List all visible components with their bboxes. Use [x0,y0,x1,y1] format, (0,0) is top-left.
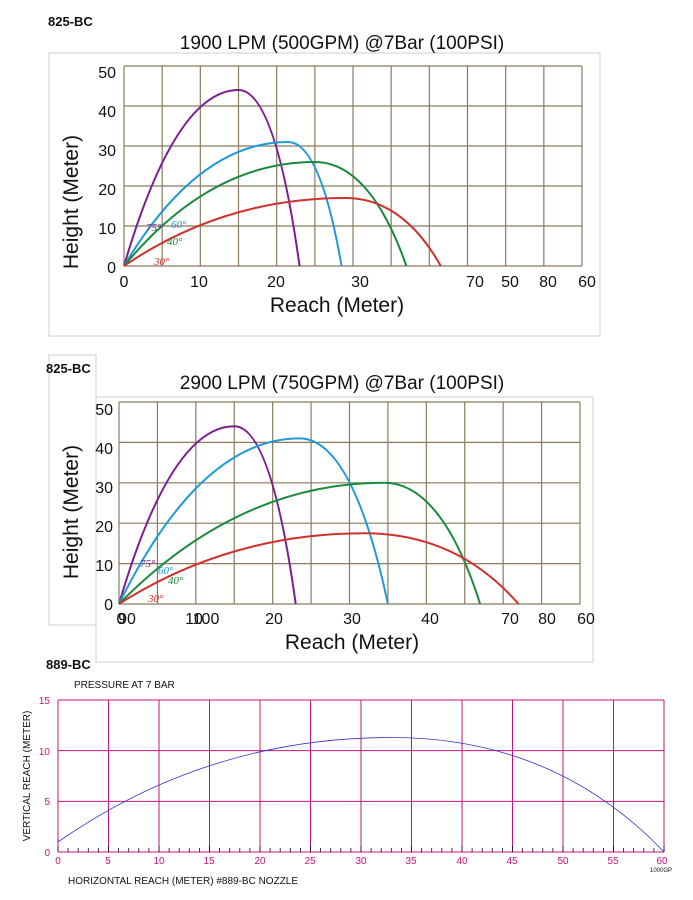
x-tick-label: 10 [153,856,165,867]
x-tick-label: 55 [607,856,619,867]
angle-label-60: 60° [158,565,174,577]
chart-1-title: 1900 LPM (500GPM) @7Bar (100PSI) [180,33,504,54]
chart-2-grid [118,401,581,605]
x-tick-label: 30 [351,274,369,291]
chart-2-series [118,425,520,605]
x-tick-label: 0 [55,856,61,867]
chart-3: 889-BC PRESSURE AT 7 BAR 0 5 10 15 0 5 1… [22,657,672,887]
chart-2-model-label: 825-BC [46,361,91,376]
y-tick-label: 5 [44,797,50,808]
chart-3-model-label: 889-BC [46,657,91,672]
series-line-75deg [123,88,301,267]
y-tick-label: 30 [95,480,113,497]
x-tick-label: 30 [355,856,367,867]
angle-label-40: 40° [167,236,183,248]
x-tick-label: 50 [501,274,519,291]
chart-1-x-axis-label: Reach (Meter) [270,294,404,317]
y-tick-label: 20 [95,519,113,536]
series-line-40deg [118,481,482,605]
x-tick-label: 70 [466,274,484,291]
x-tick-label: 0 [117,611,126,628]
chart-3-minor-ticks [57,846,665,852]
chart-2-y-ticks: 0 10 20 30 40 50 [95,402,113,614]
y-tick-label: 50 [95,402,113,419]
x-tick-label: 60 [577,611,595,628]
chart-1-angle-labels: 75° 60° 40° 30° [146,219,187,268]
x-tick-label: 25 [304,856,316,867]
series-line-30deg [118,532,520,605]
angle-label-75: 75° [140,558,156,570]
chart-2-title: 2900 LPM (750GPM) @7Bar (100PSI) [180,373,504,394]
chart-3-title: PRESSURE AT 7 BAR [74,680,175,691]
chart-2-angle-labels: 75° 60° 40° 30° [140,558,184,605]
x-tick-label: 0 [120,274,129,291]
chart-2-x-axis-label: Reach (Meter) [285,631,419,654]
chart-2-frame [95,396,594,663]
x-tick-label: 30 [343,611,361,628]
chart-2-y-axis-label: Height (Meter) [60,445,83,579]
chart-2: 825-BC 2900 LPM (750GPM) @7Bar (100PSI) … [46,354,595,663]
x-tick-label: 60 [578,274,596,291]
x-tick-label: 80 [539,274,557,291]
x-tick-label: 40 [421,611,439,628]
series-line-40deg [123,160,408,267]
angle-label-40: 40° [168,575,184,587]
x-tick-label: 80 [538,611,556,628]
chart-1-frame [48,52,601,337]
series-line-trajectory [57,737,665,853]
x-tick-label: 100 [193,611,220,628]
series-line-60deg [118,437,389,605]
chart-3-x-axis-label: HORIZONTAL REACH (METER) #889-BC NOZZLE [68,876,298,887]
y-tick-label: 10 [98,221,116,238]
x-tick-label: 20 [267,274,285,291]
series-line-75deg [118,425,297,605]
x-tick-label: 60 [656,856,668,867]
x-tick-label: 35 [405,856,417,867]
y-tick-label: 50 [98,65,116,82]
series-line-60deg [123,140,343,267]
x-tick-label: 20 [254,856,266,867]
x-tick-label: 40 [456,856,468,867]
chart-1-model-label: 825-BC [48,14,93,29]
x-tick-label: 10 [190,274,208,291]
chart-3-series [57,737,665,853]
y-tick-label: 0 [107,260,116,277]
chart-1-y-ticks: 0 10 20 30 40 50 [98,65,116,277]
y-tick-label: 15 [39,696,51,707]
x-tick-label: 5 [105,856,111,867]
x-tick-label: 70 [501,611,519,628]
x-tick-label: 50 [557,856,569,867]
x-tick-label: 15 [203,856,215,867]
chart-1-series [123,88,442,267]
chart-2-x-ticks: 0 90 10 100 20 30 40 70 80 60 [117,611,595,628]
x-tick-label: 10 [185,611,203,628]
chart-3-y-axis-label: VERTICAL REACH (METER) [22,711,33,842]
angle-label-30: 30° [153,256,170,268]
chart-1-grid [123,65,583,267]
chart-1: 825-BC 1900 LPM (500GPM) @7Bar (100PSI) … [48,14,601,337]
x-tick-label: 20 [265,611,283,628]
x-tick-label: 45 [506,856,518,867]
chart-1-x-ticks: 0 10 20 30 70 50 80 60 [120,274,596,291]
chart-3-grid [57,699,665,853]
y-tick-label: 0 [104,597,113,614]
y-tick-label: 40 [95,441,113,458]
y-tick-label: 20 [98,182,116,199]
angle-label-30: 30° [147,593,164,605]
y-tick-label: 30 [98,143,116,160]
chart-1-y-axis-label: Height (Meter) [60,135,83,269]
angle-label-60: 60° [171,219,187,231]
y-tick-label: 10 [95,558,113,575]
chart-3-corner-label: 1000GP [650,868,672,874]
angle-label-75: 75° [146,222,162,234]
x-tick-label: 90 [118,611,136,628]
y-tick-label: 40 [98,104,116,121]
y-tick-label: 0 [44,848,50,859]
y-tick-label: 10 [39,747,51,758]
chart-3-x-ticks: 0 5 10 15 20 25 30 35 40 45 50 55 60 [55,856,668,867]
series-line-30deg [123,196,442,267]
chart-3-y-ticks: 0 5 10 15 [39,696,51,859]
